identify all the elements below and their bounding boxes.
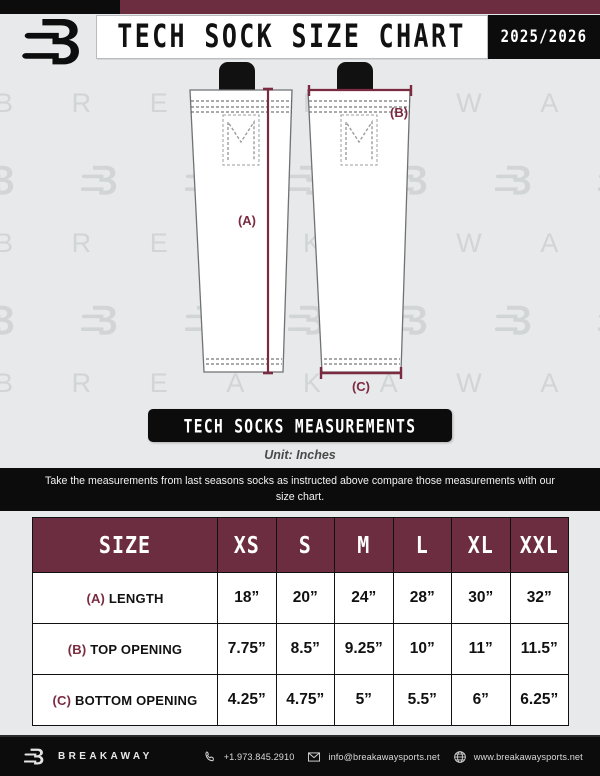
table-cell: 11.5” [509, 623, 569, 675]
table-cell: 18” [217, 572, 277, 624]
table-header-row: SIZE XS S M L XL XXL [32, 517, 569, 573]
instruction-text: Take the measurements from last seasons … [45, 475, 555, 503]
footer-phone[interactable]: +1.973.845.2910 [203, 750, 295, 764]
svg-text:(C): (C) [352, 379, 370, 394]
table-cell: 7.75” [217, 623, 277, 675]
footer-contacts: +1.973.845.2910 info@breakawaysports.net [203, 750, 583, 764]
unit-label: Unit: Inches [264, 448, 336, 462]
header-maroon-bar [120, 0, 600, 14]
table-cell: 6” [451, 674, 511, 726]
header-black-bar [0, 0, 120, 14]
row-measure-name: BOTTOM OPENING [71, 692, 198, 708]
footer-phone-text: +1.973.845.2910 [223, 751, 295, 762]
size-chart-table: SIZE XS S M L XL XXL (A) LENGTH 18” 20” 24” 28” 30”… [32, 517, 569, 726]
footer-brand-name: BREAKAWAY [58, 751, 153, 762]
measurements-title-plate: TECH SOCKS MEASUREMENTS [148, 409, 452, 442]
table-cell: 32” [509, 572, 569, 624]
table-cell: 9.25” [334, 623, 394, 675]
instruction-banner: Take the measurements from last seasons … [0, 468, 600, 511]
page-header: TECH SOCK SIZE CHART 2025/2026 [0, 0, 600, 76]
table-cell: 10” [392, 623, 452, 675]
table-row-label: (C) BOTTOM OPENING [32, 674, 218, 726]
table-row: (C) BOTTOM OPENING 4.25” 4.75” 5” 5.5” 6” 6.25… [32, 674, 569, 726]
table-cell: 24” [334, 572, 394, 624]
sock-diagram: (A) (B) [0, 60, 600, 400]
table-row: (A) LENGTH 18” 20” 24” 28” 30” 32” [32, 572, 569, 624]
table-header-label: XL [467, 531, 494, 559]
table-header-label: XXL [519, 531, 559, 559]
table-header-label: M [357, 531, 371, 559]
footer-email-text: info@breakawaysports.net [328, 751, 440, 762]
size-chart-table-wrapper: SIZE XS S M L XL XXL (A) LENGTH 18” 20” 24” 28” 30”… [32, 517, 569, 726]
phone-icon [203, 750, 217, 764]
table-row-label: (A) LENGTH [32, 572, 218, 624]
sock-left-shape [189, 62, 293, 373]
row-measure-name: LENGTH [105, 590, 164, 606]
measurements-title: TECH SOCKS MEASUREMENTS [183, 414, 417, 437]
table-cell: 5.5” [392, 674, 452, 726]
breakaway-b-logo-icon [22, 14, 88, 72]
table-cell: 30” [451, 572, 511, 624]
season-badge: 2025/2026 [488, 15, 600, 59]
table-header-l: L [392, 517, 452, 573]
row-measure-tag: (C) [52, 692, 72, 708]
page-title: TECH SOCK SIZE CHART [117, 18, 467, 56]
title-plate: TECH SOCK SIZE CHART [96, 15, 488, 59]
footer-brand: BREAKAWAY [24, 745, 153, 769]
length-measure-line [263, 87, 273, 375]
footer-website-text: www.breakawaysports.net [473, 751, 583, 762]
table-cell: 4.75” [275, 674, 335, 726]
bottom-opening-measure-line [319, 367, 403, 379]
row-measure-tag: (B) [67, 641, 87, 657]
table-header-label: S [298, 531, 312, 559]
footer-email[interactable]: info@breakawaysports.net [307, 750, 440, 764]
table-cell: 6.25” [509, 674, 569, 726]
row-measure-name: TOP OPENING [86, 641, 183, 657]
table-header-size: SIZE [32, 517, 218, 573]
row-measure-tag: (A) [86, 590, 106, 606]
table-cell: 20” [275, 572, 335, 624]
table-header-xs: XS [217, 517, 277, 573]
table-header-label: L [415, 531, 429, 559]
table-body: (A) LENGTH 18” 20” 24” 28” 30” 32” (B) TOP OPEN… [32, 572, 569, 726]
svg-text:(B): (B) [390, 105, 408, 120]
table-cell: 8.5” [275, 623, 335, 675]
breakaway-b-logo-icon [24, 745, 46, 769]
table-header-m: M [334, 517, 394, 573]
table-row: (B) TOP OPENING 7.75” 8.5” 9.25” 10” 11” 11.5” [32, 623, 569, 675]
envelope-icon [307, 750, 321, 764]
table-header-label: XS [233, 531, 260, 559]
table-row-label: (B) TOP OPENING [32, 623, 218, 675]
season-text: 2025/2026 [500, 27, 588, 47]
table-cell: 5” [334, 674, 394, 726]
table-header-s: S [275, 517, 335, 573]
table-cell: 4.25” [217, 674, 277, 726]
globe-icon [453, 750, 467, 764]
footer-website[interactable]: www.breakawaysports.net [453, 750, 583, 764]
table-header-xl: XL [451, 517, 511, 573]
sock-right-shape [307, 62, 411, 373]
svg-text:(A): (A) [238, 213, 256, 228]
table-header-label: SIZE [98, 531, 152, 559]
table-cell: 28” [392, 572, 452, 624]
page-footer: BREAKAWAY +1.973.845.2910 info@b [0, 735, 600, 776]
table-header-xxl: XXL [509, 517, 569, 573]
top-opening-measure-line [307, 85, 413, 96]
table-cell: 11” [451, 623, 511, 675]
